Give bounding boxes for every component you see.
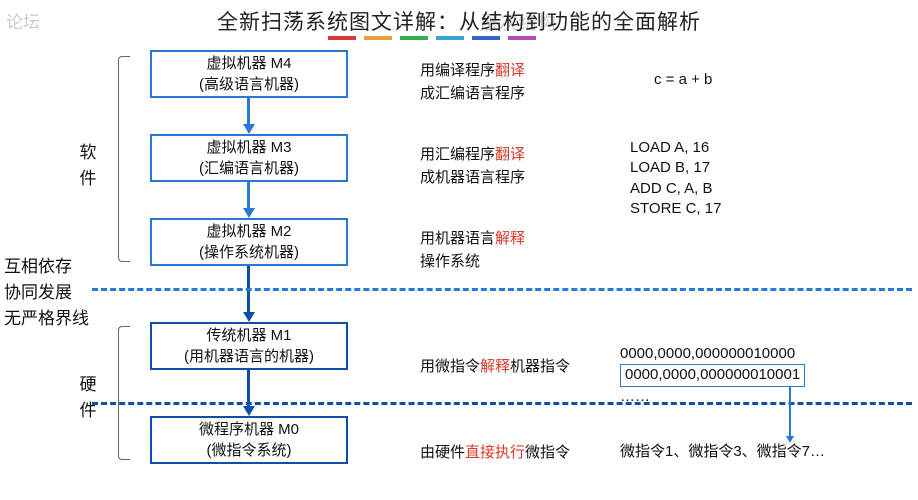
node-m2-line1: 虚拟机器 M2 bbox=[206, 221, 291, 242]
desc-m3: 用汇编程序翻译 成机器语言程序 bbox=[420, 144, 525, 189]
node-m1: 传统机器 M1 (用机器语言的机器) bbox=[150, 322, 348, 370]
accent-color-bars bbox=[328, 36, 536, 40]
desc-m0: 由硬件直接执行微指令 bbox=[420, 442, 570, 465]
color-bar bbox=[364, 36, 392, 40]
code-assembly: LOAD A, 16 LOAD B, 17 ADD C, A, B STORE … bbox=[630, 138, 721, 219]
node-m4-line2: (高级语言机器) bbox=[199, 74, 299, 95]
color-bar bbox=[472, 36, 500, 40]
node-m0-line2: (微指令系统) bbox=[207, 440, 292, 461]
label-noborder: 无严格界线 bbox=[4, 306, 89, 332]
node-m2: 虚拟机器 M2 (操作系统机器) bbox=[150, 218, 348, 266]
node-m1-line2: (用机器语言的机器) bbox=[184, 346, 314, 367]
label-hardware: 硬 件 bbox=[78, 372, 98, 423]
node-m3-line2: (汇编语言机器) bbox=[199, 158, 299, 179]
bg-text-forum: 论坛 bbox=[6, 8, 40, 33]
bracket-hardware bbox=[118, 326, 130, 460]
dashed-divider-1 bbox=[92, 288, 912, 291]
node-m3-line1: 虚拟机器 M3 bbox=[206, 137, 291, 158]
node-m0-line1: 微程序机器 M0 bbox=[199, 419, 299, 440]
node-m4-line1: 虚拟机器 M4 bbox=[206, 53, 291, 74]
page-title: 全新扫荡系统图文详解：从结构到功能的全面解析 bbox=[217, 6, 701, 36]
binary-line2-boxed: 0000,0000,000000010001 bbox=[620, 364, 805, 386]
label-depend: 互相依存 协同发展 bbox=[4, 254, 72, 305]
node-m1-line1: 传统机器 M1 bbox=[206, 325, 291, 346]
binary-dots: …… bbox=[620, 387, 805, 407]
code-micro: 微指令1、微指令3、微指令7… bbox=[620, 442, 825, 462]
color-bar bbox=[400, 36, 428, 40]
desc-m4: 用编译程序翻译 成汇编语言程序 bbox=[420, 60, 525, 105]
binary-line1: 0000,0000,000000010000 bbox=[620, 344, 805, 364]
node-m3: 虚拟机器 M3 (汇编语言机器) bbox=[150, 134, 348, 182]
node-m4: 虚拟机器 M4 (高级语言机器) bbox=[150, 50, 348, 98]
node-m2-line2: (操作系统机器) bbox=[199, 242, 299, 263]
bracket-software bbox=[118, 56, 130, 262]
color-bar bbox=[436, 36, 464, 40]
color-bar bbox=[328, 36, 356, 40]
label-software: 软 件 bbox=[78, 140, 98, 191]
desc-m1: 用微指令解释机器指令 bbox=[420, 356, 570, 379]
code-binary: 0000,0000,000000010000 0000,0000,0000000… bbox=[620, 344, 805, 407]
color-bar bbox=[508, 36, 536, 40]
code-highlevel: c = a + b bbox=[654, 70, 712, 90]
desc-m2: 用机器语言解释 操作系统 bbox=[420, 228, 525, 273]
node-m0: 微程序机器 M0 (微指令系统) bbox=[150, 416, 348, 464]
